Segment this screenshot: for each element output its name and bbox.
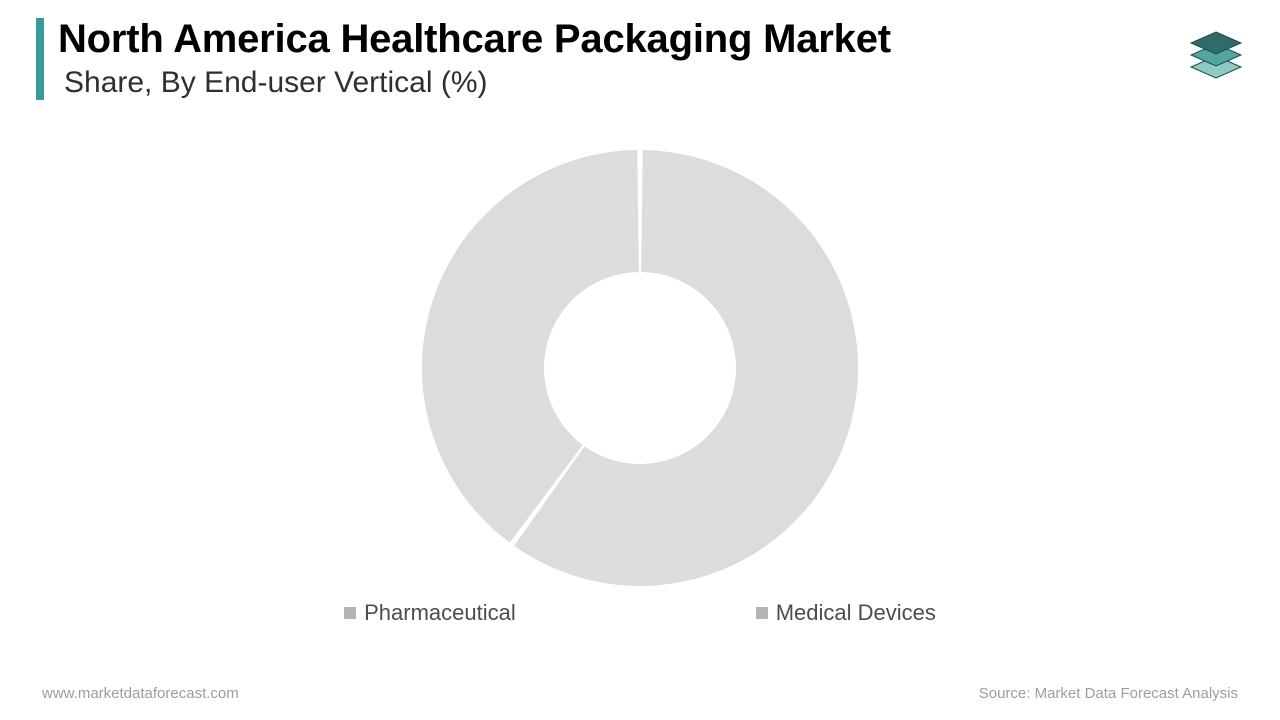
page-subtitle: Share, By End-user Vertical (%) (58, 66, 891, 100)
legend-swatch-icon (344, 607, 356, 619)
header: North America Healthcare Packaging Marke… (36, 18, 891, 100)
page-root: North America Healthcare Packaging Marke… (0, 0, 1280, 720)
title-block: North America Healthcare Packaging Marke… (58, 18, 891, 100)
donut-chart (0, 128, 1280, 608)
legend-item: Medical Devices (756, 600, 936, 626)
legend-label: Medical Devices (776, 600, 936, 626)
chart-legend: Pharmaceutical Medical Devices (0, 600, 1280, 626)
title-accent-bar (36, 18, 44, 100)
brand-logo-icon (1184, 22, 1248, 87)
footer-website: www.marketdataforecast.com (42, 685, 239, 702)
legend-item: Pharmaceutical (344, 600, 516, 626)
page-title: North America Healthcare Packaging Marke… (58, 18, 891, 60)
legend-swatch-icon (756, 607, 768, 619)
footer-source: Source: Market Data Forecast Analysis (979, 685, 1238, 702)
legend-label: Pharmaceutical (364, 600, 516, 626)
